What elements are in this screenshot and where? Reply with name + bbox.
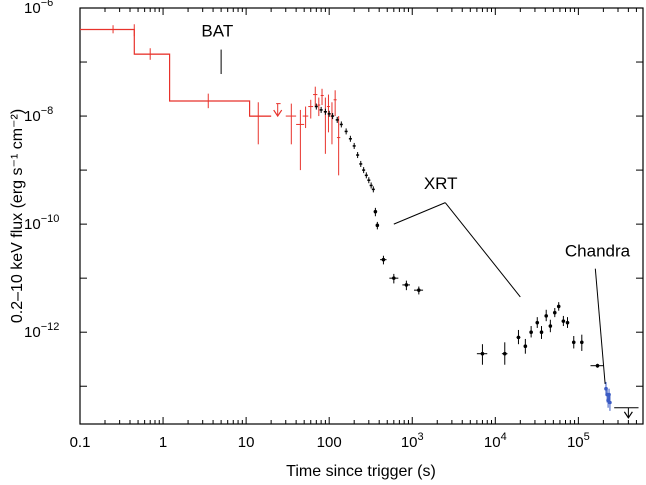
marker (561, 319, 566, 323)
y-axis-tick-labels: 10−6 10−8 10−10 10−12 (24, 0, 59, 341)
data-point (375, 221, 380, 230)
axis-ticks (79, 7, 644, 424)
marker (529, 330, 533, 334)
x-axis-title: Time since trigger (s) (286, 463, 436, 480)
marker (571, 340, 576, 345)
data-point (535, 317, 540, 328)
data-point (529, 326, 533, 338)
data-point (317, 97, 321, 117)
annotation-pointer (444, 202, 521, 298)
annotation-pointer (393, 202, 446, 225)
annotation-label: Chandra (565, 242, 631, 261)
data-point (501, 342, 508, 365)
data-point (296, 109, 305, 171)
marker (381, 257, 386, 262)
data-point (565, 317, 570, 328)
data-point (380, 255, 387, 265)
marker (580, 340, 584, 345)
marker (417, 288, 421, 292)
data-point (523, 338, 528, 354)
marker (565, 320, 570, 325)
data-point (273, 103, 283, 118)
bat-step-line (80, 28, 272, 117)
data-point (333, 90, 337, 117)
y-tick-label: 10−6 (24, 0, 53, 17)
y-tick-label: 10−12 (24, 321, 59, 341)
plot-frame (79, 7, 644, 425)
x-axis-tick-labels: 0.1 1 10 100 103 104 105 (70, 431, 590, 451)
series-chandra (604, 381, 612, 411)
data-point (544, 309, 549, 322)
marker (595, 363, 600, 368)
y-axis-title: 0.2–10 keV flux (erg s⁻¹ cm⁻²) (9, 109, 26, 323)
data-point (476, 344, 488, 365)
data-point (402, 280, 411, 291)
series-bat (80, 24, 341, 176)
data-point (539, 326, 544, 339)
data-point (302, 106, 309, 129)
data-point (561, 315, 566, 327)
x-tick-label: 10 (238, 434, 255, 451)
data-point (323, 97, 327, 154)
data-point (614, 407, 639, 419)
data-point (373, 207, 378, 217)
annotation-label: XRT (424, 174, 458, 193)
annotations: BAT XRT Chandra (201, 21, 631, 385)
data-point (516, 329, 521, 345)
annotation-label: BAT (201, 21, 233, 40)
data-point (308, 99, 314, 119)
xrt-dense-curve (314, 103, 375, 193)
data-point (571, 336, 576, 349)
data-point (552, 308, 557, 318)
x-tick-label: 104 (484, 431, 507, 451)
data-point (125, 24, 135, 37)
marker (404, 283, 409, 287)
marker (523, 344, 528, 349)
marker (502, 351, 507, 356)
marker (608, 400, 612, 405)
y-tick-label: 10−8 (24, 105, 53, 125)
marker (556, 304, 561, 309)
data-point (336, 116, 341, 176)
x-tick-label: 100 (317, 434, 342, 451)
data-point (414, 286, 424, 295)
marker (539, 330, 544, 334)
data-point (590, 363, 604, 368)
x-tick-label: 1 (159, 434, 167, 451)
marker (373, 209, 378, 214)
upper-limit-arrow (273, 109, 283, 118)
y-tick-label: 10−10 (24, 213, 59, 233)
x-tick-label: 0.1 (70, 434, 91, 451)
marker (480, 351, 485, 356)
data-point (249, 102, 272, 145)
data-point (389, 273, 399, 284)
x-tick-label: 105 (567, 431, 590, 451)
data-point (134, 48, 170, 60)
marker (548, 324, 553, 328)
data-point (556, 302, 561, 311)
data-series (80, 24, 639, 419)
x-tick-label: 103 (401, 431, 424, 451)
data-point (169, 93, 250, 109)
marker (392, 276, 396, 280)
data-point (320, 88, 324, 106)
series-xrt (314, 103, 639, 419)
marker (375, 223, 380, 228)
marker (535, 320, 540, 325)
marker (544, 314, 549, 318)
data-point (313, 86, 318, 107)
marker (516, 335, 521, 340)
annotation-pointer (594, 268, 606, 385)
data-point (548, 319, 553, 333)
data-point (608, 394, 612, 411)
data-point (285, 103, 297, 145)
upper-limit-arrow (623, 411, 633, 419)
data-point (580, 334, 584, 351)
data-point (330, 102, 334, 145)
marker (552, 310, 557, 315)
